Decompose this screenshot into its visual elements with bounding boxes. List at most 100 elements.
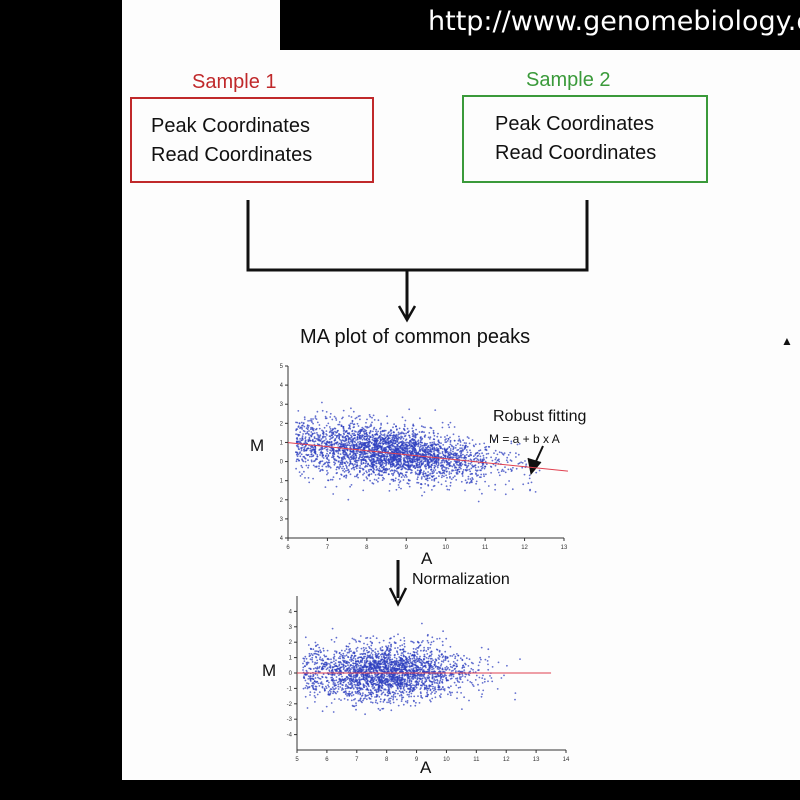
- data-point: [343, 661, 346, 664]
- data-point: [390, 648, 392, 651]
- data-point: [404, 439, 407, 442]
- data-point: [403, 435, 406, 438]
- data-point: [435, 458, 438, 460]
- data-point: [494, 488, 496, 491]
- data-point: [360, 435, 363, 437]
- data-point: [439, 471, 441, 473]
- data-point: [322, 649, 325, 652]
- data-point: [334, 427, 337, 430]
- data-point: [464, 662, 466, 665]
- data-point: [370, 442, 373, 445]
- data-point: [403, 452, 406, 454]
- data-point: [478, 449, 480, 452]
- data-point: [362, 473, 364, 476]
- data-point: [455, 684, 458, 687]
- data-point: [327, 479, 330, 482]
- data-point: [351, 454, 354, 457]
- data-point: [396, 470, 398, 473]
- data-point: [322, 463, 325, 466]
- data-point: [377, 469, 380, 472]
- data-point: [303, 675, 305, 678]
- data-point: [414, 460, 417, 463]
- data-point: [373, 463, 375, 466]
- data-point: [359, 470, 361, 473]
- data-point: [388, 437, 391, 440]
- data-point: [367, 463, 370, 466]
- data-point: [324, 436, 327, 438]
- data-point: [405, 432, 407, 435]
- data-point: [421, 459, 423, 461]
- data-point: [387, 438, 389, 440]
- data-point: [313, 448, 316, 451]
- data-point: [369, 436, 371, 438]
- data-point: [426, 689, 429, 692]
- data-point: [307, 433, 310, 435]
- data-point: [412, 665, 414, 667]
- data-point: [313, 460, 316, 462]
- data-point: [413, 695, 416, 698]
- data-point: [389, 702, 392, 705]
- data-point: [436, 450, 439, 453]
- data-point: [370, 423, 372, 426]
- data-point: [498, 451, 501, 454]
- data-point: [412, 684, 414, 687]
- data-point: [434, 461, 436, 464]
- data-point: [344, 442, 347, 445]
- data-point: [368, 470, 370, 473]
- data-point: [432, 469, 435, 472]
- data-point: [336, 449, 339, 452]
- data-point: [308, 655, 311, 658]
- data-point: [421, 675, 423, 678]
- data-point: [380, 656, 383, 658]
- data-point: [419, 461, 422, 463]
- data-point: [366, 477, 369, 480]
- data-point: [334, 682, 336, 685]
- data-point: [354, 690, 357, 693]
- data-point: [408, 444, 411, 447]
- data-point: [424, 426, 426, 429]
- data-point: [354, 417, 357, 420]
- data-point: [347, 438, 350, 441]
- data-point: [316, 433, 319, 436]
- data-point: [348, 415, 350, 417]
- data-point: [303, 470, 305, 473]
- data-point: [365, 698, 368, 701]
- data-point: [351, 442, 354, 444]
- data-point: [415, 686, 418, 689]
- data-point: [411, 438, 413, 441]
- data-point: [521, 462, 524, 464]
- data-point: [500, 470, 503, 473]
- data-point: [447, 463, 450, 466]
- data-point: [470, 461, 473, 464]
- data-point: [461, 463, 464, 466]
- data-point: [412, 466, 415, 468]
- data-point: [309, 434, 312, 437]
- data-point: [449, 665, 452, 668]
- data-point: [391, 434, 394, 437]
- data-point: [440, 675, 443, 678]
- data-point: [363, 642, 365, 645]
- y-tick-label: -3: [280, 517, 284, 523]
- data-point: [397, 633, 399, 636]
- data-point: [419, 670, 422, 673]
- data-point: [359, 418, 361, 421]
- data-point: [430, 464, 433, 466]
- data-point: [334, 462, 337, 465]
- data-point: [308, 481, 311, 484]
- data-point: [460, 454, 462, 456]
- data-point: [344, 444, 346, 446]
- data-point: [326, 469, 328, 472]
- y-tick-label: -2: [287, 702, 293, 708]
- data-point: [440, 436, 442, 438]
- data-point: [348, 651, 350, 654]
- data-point: [433, 681, 436, 684]
- data-point: [420, 694, 422, 697]
- data-point: [420, 476, 423, 478]
- data-point: [432, 429, 435, 432]
- data-point: [375, 428, 378, 431]
- data-point: [360, 463, 363, 465]
- data-point: [359, 698, 362, 700]
- data-point: [485, 456, 488, 459]
- data-point: [339, 661, 342, 664]
- data-point: [463, 442, 466, 444]
